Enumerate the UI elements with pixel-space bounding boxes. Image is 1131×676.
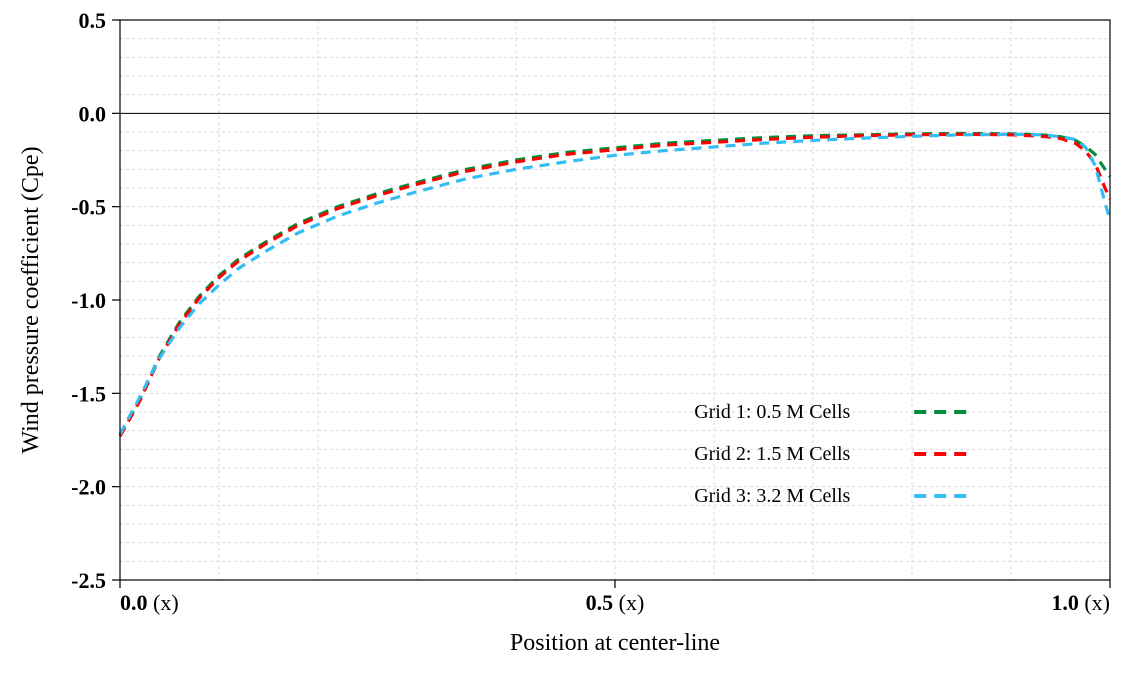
x-tick-label: 0.5 (x) (586, 590, 645, 615)
y-tick-label: -2.5 (71, 568, 106, 593)
x-tick-label: 1.0 (x) (1051, 590, 1110, 615)
y-tick-label: -2.0 (71, 475, 106, 500)
x-axis-title: Position at center-line (510, 630, 720, 656)
line-chart: 0.5 0.0 -0.5 -1.0 -1.5 -2.0 -2.5 0.0 (x) 0.5 (x)… (0, 0, 1131, 676)
legend-label: Grid 2: 1.5 M Cells (694, 443, 850, 465)
y-tick-label: 0.5 (79, 8, 107, 33)
y-tick-label: -1.5 (71, 381, 106, 406)
y-tick-label: -0.5 (71, 195, 106, 220)
x-tick-label: 0.0 (x) (120, 590, 179, 615)
legend-label: Grid 3: 3.2 M Cells (694, 485, 850, 507)
y-axis-title: Wind pressure coefficient (Cpe) (18, 146, 44, 453)
y-tick-label: -1.0 (71, 288, 106, 313)
chart-container: 0.5 0.0 -0.5 -1.0 -1.5 -2.0 -2.5 0.0 (x) 0.5 (x)… (0, 0, 1131, 676)
legend-label: Grid 1: 0.5 M Cells (694, 401, 850, 423)
y-tick-label: 0.0 (79, 101, 107, 126)
